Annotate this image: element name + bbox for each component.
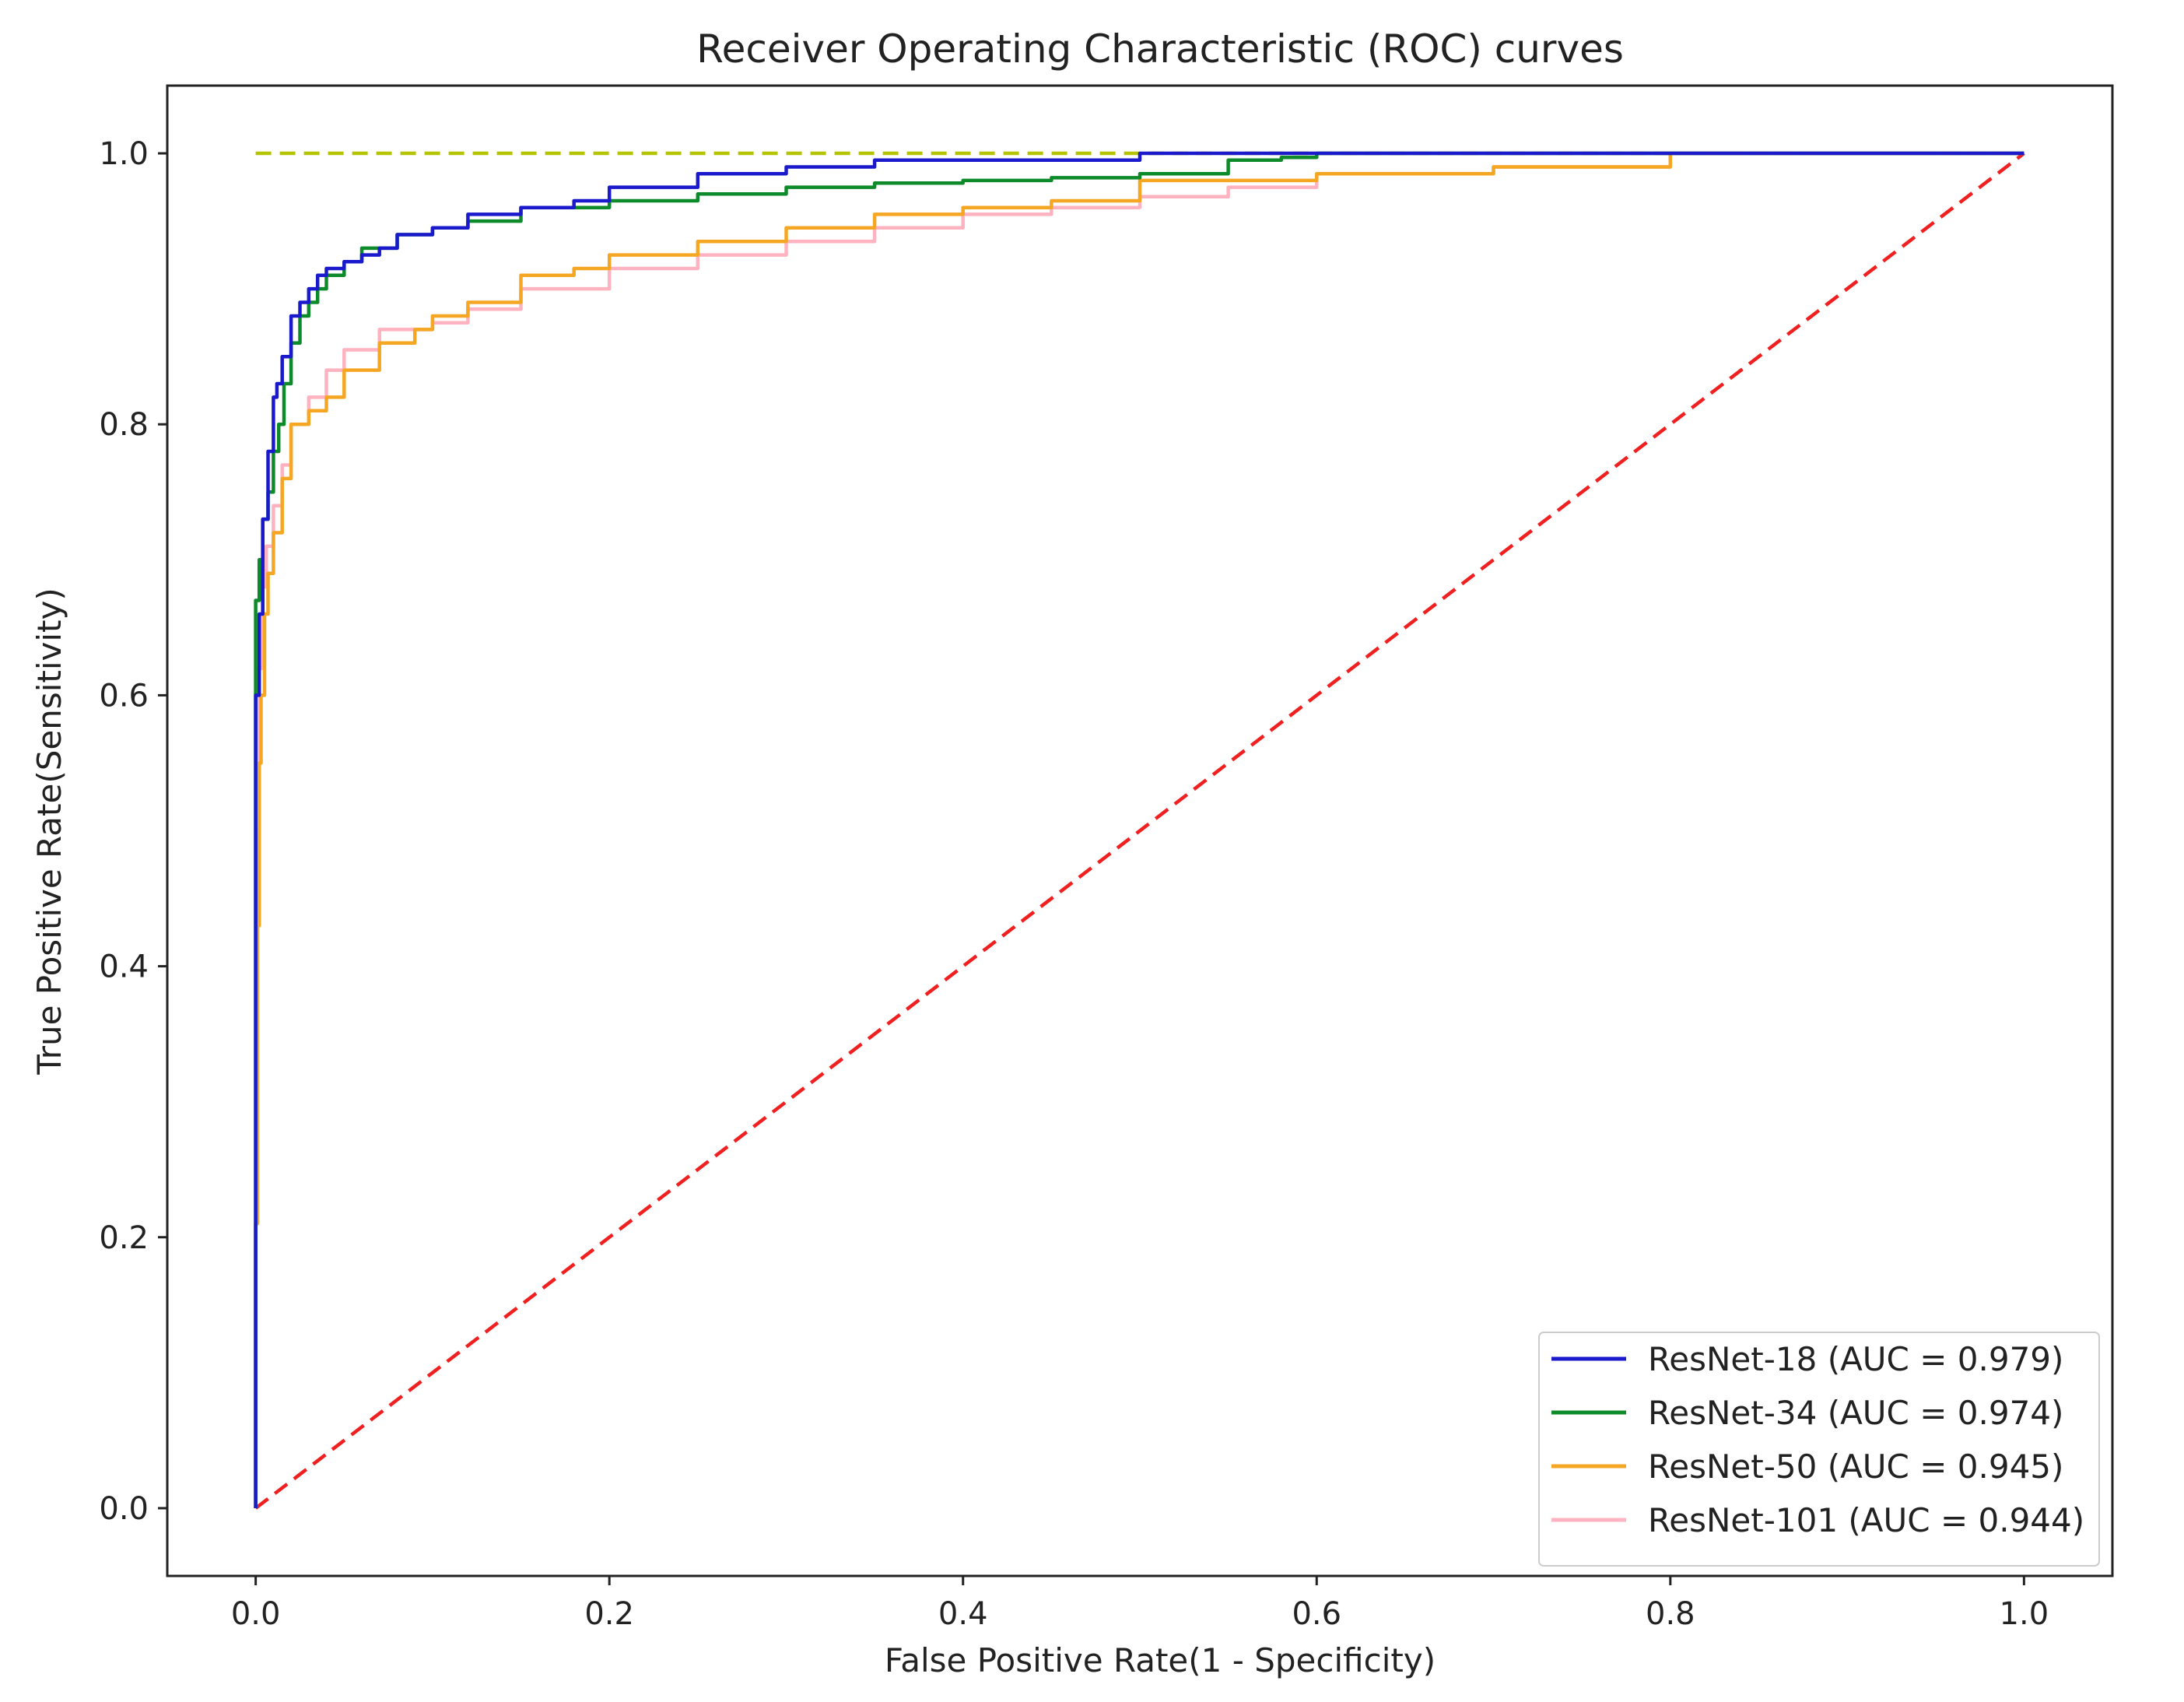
legend: ResNet-18 (AUC = 0.979) ResNet-34 (AUC = … xyxy=(1538,1332,2100,1567)
y-tick-label: 1.0 xyxy=(99,136,149,172)
legend-label: ResNet-34 (AUC = 0.974) xyxy=(1648,1394,2063,1432)
y-axis-label: True Positive Rate(Sensitivity) xyxy=(30,588,68,1076)
legend-label: ResNet-18 (AUC = 0.979) xyxy=(1648,1340,2063,1378)
x-tick-label: 0.4 xyxy=(938,1596,988,1632)
x-axis-label: False Positive Rate(1 - Specificity) xyxy=(885,1641,1436,1679)
y-tick-label: 0.2 xyxy=(99,1220,149,1256)
x-tick-label: 0.2 xyxy=(584,1596,634,1632)
chance-diagonal-line xyxy=(254,152,2025,1510)
x-tick-label: 0.6 xyxy=(1292,1596,1341,1632)
legend-box xyxy=(1538,1332,2100,1567)
plot-area xyxy=(166,84,2114,1577)
x-tick-label: 0.8 xyxy=(1646,1596,1695,1632)
y-axis: 0.0 0.2 0.4 0.6 0.8 1.0 xyxy=(99,136,167,1527)
x-axis: 0.0 0.2 0.4 0.6 0.8 1.0 xyxy=(231,1576,2049,1632)
series-layer xyxy=(254,151,2025,1510)
y-tick-label: 0.0 xyxy=(99,1491,149,1527)
series-line-resnet-50 xyxy=(254,151,2024,1508)
y-tick-label: 0.4 xyxy=(99,949,149,985)
x-tick-label: 1.0 xyxy=(2000,1596,2049,1632)
x-tick-label: 0.0 xyxy=(231,1596,281,1632)
chart-title: Receiver Operating Characteristic (ROC) … xyxy=(696,26,1624,72)
legend-label: ResNet-50 (AUC = 0.945) xyxy=(1648,1448,2063,1486)
y-tick-label: 0.6 xyxy=(99,678,149,714)
legend-label: ResNet-101 (AUC = 0.944) xyxy=(1648,1501,2084,1539)
y-tick-label: 0.8 xyxy=(99,407,149,443)
series-line-resnet-18 xyxy=(254,151,2024,1508)
